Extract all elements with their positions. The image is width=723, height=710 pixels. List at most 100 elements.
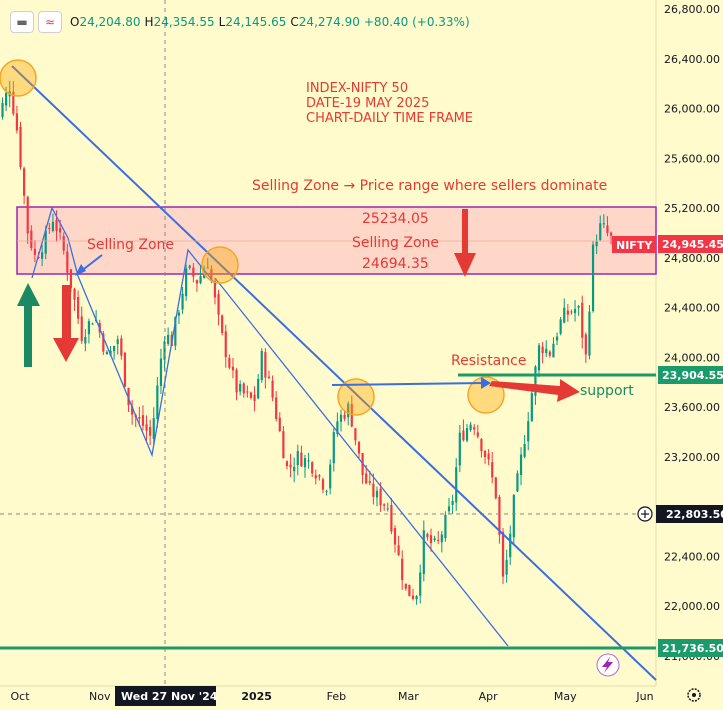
candle-body-139: [491, 462, 493, 477]
candle-body-49: [167, 335, 169, 344]
candle-body-134: [473, 427, 475, 429]
candle-body-78: [271, 381, 273, 398]
candle-body-114: [401, 559, 403, 580]
candle-body-75: [261, 351, 263, 380]
candle-body-115: [405, 584, 407, 589]
candle-body-7: [16, 113, 18, 130]
candle-body-147: [520, 455, 522, 475]
crosshair-price: 22,803.50: [666, 508, 723, 521]
minus-icon: ▬: [16, 15, 27, 29]
candle-body-41: [138, 417, 140, 419]
candle-body-95: [333, 432, 335, 463]
candle-body-157: [556, 336, 558, 340]
candle-body-97: [340, 415, 342, 422]
zone-bottom-value: 24694.35: [362, 256, 429, 272]
candle-body-87: [304, 458, 306, 467]
y-tick-label-5: 24,800.00: [664, 252, 720, 265]
last-price: 24,945.45: [662, 238, 723, 251]
candle-body-69: [239, 384, 241, 392]
candle-body-162: [574, 309, 576, 313]
candle-body-123: [434, 538, 436, 540]
zone-top-value: 25234.05: [362, 211, 429, 227]
candle-body-167: [592, 245, 594, 311]
candle-body-89: [311, 462, 313, 473]
close-label: C: [290, 15, 298, 29]
candle-body-148: [524, 444, 526, 457]
zone-definition: Selling Zone → Price range where sellers…: [252, 178, 607, 194]
y-tick-label-0: 26,800.00: [664, 3, 720, 16]
high-label: H: [145, 15, 154, 29]
candle-body-104: [365, 474, 367, 484]
candle-body-160: [567, 311, 569, 315]
high-value: 24,354.55: [154, 15, 215, 29]
candle-body-137: [484, 451, 486, 457]
candle-body-149: [527, 421, 529, 441]
candle-body-129: [455, 467, 457, 502]
candle-body-133: [470, 425, 472, 430]
candle-body-44: [149, 427, 151, 436]
candle-body-57: [196, 280, 198, 283]
candle-body-66: [228, 358, 230, 368]
candle-body-84: [293, 467, 295, 471]
x-tick-label-4: Mar: [398, 690, 419, 703]
candle-body-125: [441, 534, 443, 542]
candle-body-119: [419, 572, 421, 595]
candle-body-53: [181, 294, 183, 310]
candle-body-101: [354, 428, 356, 440]
candle-body-74: [257, 379, 259, 398]
candle-body-153: [542, 347, 544, 354]
candle-body-163: [578, 306, 580, 308]
candle-body-47: [160, 359, 162, 386]
collapse-button[interactable]: ▬: [10, 11, 34, 33]
candle-body-130: [459, 433, 461, 466]
candle-body-68: [235, 370, 237, 393]
candle-body-110: [387, 508, 389, 509]
open-value: 24,204.80: [79, 15, 140, 29]
december-high-circle: [202, 247, 238, 283]
candle-body-156: [552, 344, 554, 358]
candle-body-170: [603, 223, 605, 224]
candle-body-169: [599, 223, 601, 240]
y-tick-label-10: 22,400.00: [664, 550, 720, 563]
candle-body-70: [243, 384, 245, 394]
candle-body-3: [1, 103, 3, 117]
x-tick-label-2: 2025: [241, 690, 272, 703]
high-circle-marker: [0, 60, 36, 96]
candle-body-55: [189, 266, 191, 268]
y-tick-label-4: 25,200.00: [664, 202, 720, 215]
candle-body-136: [480, 439, 482, 451]
indicator-toggle-button[interactable]: ≈: [38, 11, 62, 33]
candle-body-8: [19, 127, 21, 167]
x-tick-label-6: May: [554, 690, 577, 703]
x-tick-label-3: Feb: [327, 690, 346, 703]
candle-body-52: [178, 313, 180, 316]
candle-body-19: [59, 228, 61, 232]
wave-icon: ≈: [45, 15, 55, 29]
candle-body-155: [549, 352, 551, 356]
candle-body-65: [225, 331, 227, 357]
candle-body-138: [488, 454, 490, 460]
candle-body-14: [41, 252, 43, 258]
candle-body-56: [192, 268, 194, 277]
candle-body-102: [358, 442, 360, 454]
candle-body-17: [52, 222, 54, 231]
candle-body-143: [506, 560, 508, 575]
candle-body-32: [106, 352, 108, 354]
candle-body-144: [509, 534, 511, 557]
candle-body-106: [372, 484, 374, 497]
candle-body-25: [81, 317, 83, 341]
candle-body-20: [63, 236, 65, 251]
candle-body-113: [398, 545, 400, 555]
candle-body-91: [318, 475, 320, 476]
candle-body-80: [279, 418, 281, 431]
open-label: O: [70, 15, 79, 29]
candle-body-34: [113, 346, 115, 351]
candle-body-124: [437, 540, 439, 541]
candle-body-72: [250, 393, 252, 398]
candle-body-107: [376, 491, 378, 498]
candle-body-121: [426, 534, 428, 537]
low-label: L: [219, 15, 226, 29]
